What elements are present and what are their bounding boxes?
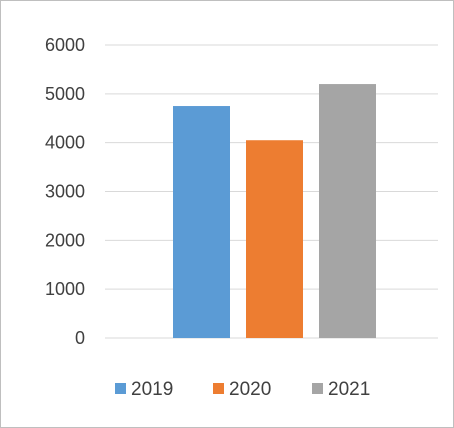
y-tick-label: 1000 — [45, 279, 85, 299]
bar-2021 — [319, 84, 376, 338]
y-tick-label: 6000 — [45, 35, 85, 55]
y-tick-label: 2000 — [45, 230, 85, 250]
bar-2019 — [173, 106, 230, 339]
legend-label-2020: 2020 — [229, 379, 271, 400]
legend-swatch-2019 — [115, 383, 126, 394]
bars — [173, 84, 376, 339]
legend: 2019 2020 2021 — [115, 379, 370, 400]
legend-swatch-2021 — [312, 383, 323, 394]
legend-label-2019: 2019 — [131, 379, 173, 400]
y-tick-label: 0 — [75, 328, 85, 348]
y-tick-label: 5000 — [45, 84, 85, 104]
y-axis-tick-labels: 0 1000 2000 3000 4000 5000 6000 — [45, 35, 85, 348]
y-tick-label: 4000 — [45, 133, 85, 153]
legend-swatch-2020 — [213, 383, 224, 394]
legend-label-2021: 2021 — [328, 379, 370, 400]
y-tick-label: 3000 — [45, 182, 85, 202]
bar-2020 — [246, 140, 303, 338]
